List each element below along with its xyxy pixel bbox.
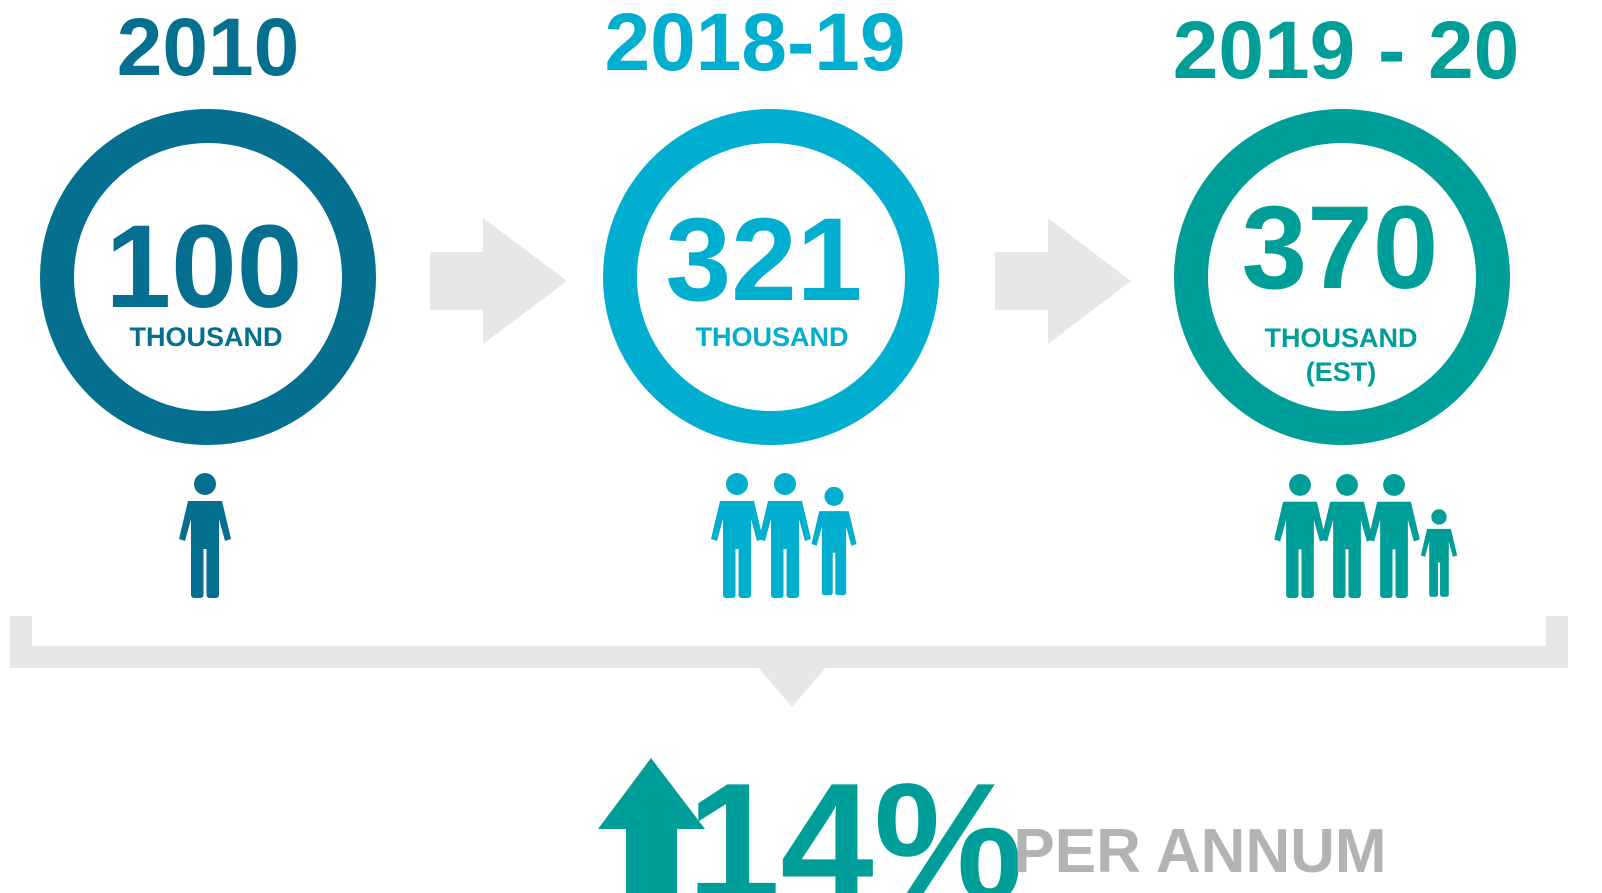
stage-value: 100 [106,201,303,333]
up-arrow [598,758,705,893]
people-icons [179,473,231,598]
bracket [10,616,1568,668]
growth-value: 14% [687,748,1023,893]
stage-value: 370 [1242,182,1439,314]
people-icons [1274,474,1458,598]
stage-note: (EST) [1306,357,1377,387]
stage-value: 321 [666,194,863,326]
stage-ring [603,109,939,445]
stage-unit: THOUSAND [1265,323,1418,353]
people-icons [711,473,857,598]
arrow [995,218,1131,344]
growth-label: PER ANNUM [1013,817,1386,886]
stage-ring [40,109,376,445]
stage-year: 2010 [117,2,299,93]
stage-year: 2018-19 [605,0,906,88]
bracket-pointer [757,666,827,707]
stage-unit: THOUSAND [130,322,283,352]
arrow [430,218,567,344]
stage-unit: THOUSAND [696,322,849,352]
stage-ring [1174,109,1510,445]
stage-year: 2019 - 20 [1173,5,1520,96]
